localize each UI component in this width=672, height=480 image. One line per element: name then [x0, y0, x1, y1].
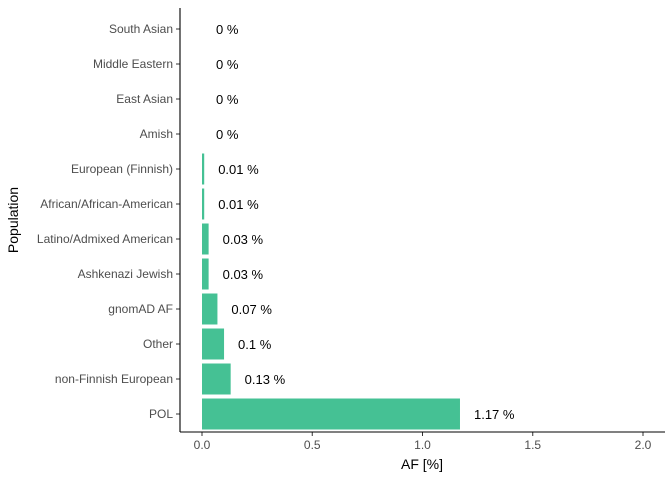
data-label-1: 0 %	[216, 57, 239, 72]
bar-9	[202, 328, 225, 360]
x-tick-label-0: 0.0	[194, 438, 211, 452]
bars-layer	[202, 153, 460, 430]
y-category-label-7: Ashkenazi Jewish	[78, 267, 173, 281]
data-labels-layer: 0 % 0 % 0 % 0 % 0.01 % 0.01 % 0.03 % 0.03 % 0.07…	[216, 22, 515, 422]
data-label-6: 0.03 %	[223, 232, 264, 247]
y-category-labels: South Asian Middle Eastern East Asian Amish…	[37, 22, 180, 421]
x-tick-labels: 0.0 0.5 1.0 1.5 2.0	[194, 432, 652, 452]
data-label-8: 0.07 %	[231, 302, 272, 317]
y-category-label-0: South Asian	[109, 22, 173, 36]
y-category-label-3: Amish	[140, 127, 173, 141]
y-category-label-8: gnomAD AF	[108, 302, 173, 316]
y-axis-title: Population	[5, 187, 21, 253]
data-label-4: 0.01 %	[218, 162, 259, 177]
bar-5	[202, 188, 205, 220]
y-category-label-6: Latino/Admixed American	[37, 232, 173, 246]
y-category-label-1: Middle Eastern	[93, 57, 173, 71]
data-label-9: 0.1 %	[238, 337, 272, 352]
data-label-3: 0 %	[216, 127, 239, 142]
data-label-5: 0.01 %	[218, 197, 259, 212]
x-axis-title: AF [%]	[401, 456, 443, 472]
data-label-2: 0 %	[216, 92, 239, 107]
data-label-0: 0 %	[216, 22, 239, 37]
bar-8	[202, 293, 218, 325]
x-tick-label-4: 2.0	[635, 438, 652, 452]
x-tick-label-2: 1.0	[414, 438, 431, 452]
bar-7	[202, 258, 209, 290]
y-category-label-9: Other	[143, 337, 173, 351]
data-label-10: 0.13 %	[245, 372, 286, 387]
bar-10	[202, 363, 231, 395]
y-category-label-10: non-Finnish European	[55, 372, 173, 386]
y-category-label-2: East Asian	[116, 92, 173, 106]
x-tick-label-3: 1.5	[524, 438, 541, 452]
y-category-label-4: European (Finnish)	[71, 162, 173, 176]
y-category-label-5: African/African-American	[40, 197, 173, 211]
bar-6	[202, 223, 209, 255]
bar-11	[202, 398, 460, 430]
y-category-label-11: POL	[149, 407, 173, 421]
bar-4	[202, 153, 205, 185]
data-label-11: 1.17 %	[474, 407, 515, 422]
data-label-7: 0.03 %	[223, 267, 264, 282]
x-tick-label-1: 0.5	[304, 438, 321, 452]
